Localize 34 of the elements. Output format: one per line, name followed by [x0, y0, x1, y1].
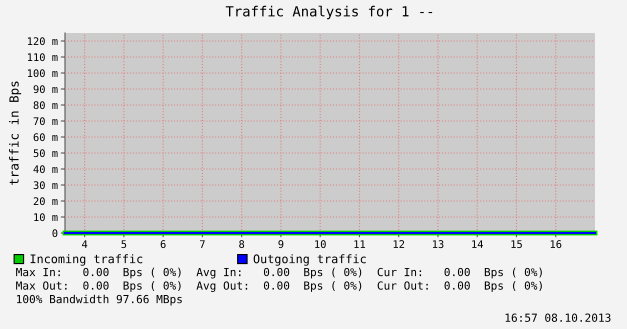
y-axis-title: traffic in Bps: [9, 82, 22, 185]
text: 16:57 08.10.2013: [506, 314, 610, 322]
y-tick-label: 80 m: [34, 101, 58, 110]
x-tick-label: 15: [511, 240, 522, 248]
x-tick-label: 4: [82, 240, 88, 248]
x-tick-label: 14: [472, 240, 483, 248]
y-tick-label: 10 m: [34, 213, 58, 222]
y-tick-label: 20 m: [34, 197, 58, 206]
x-tick-label: 10: [315, 240, 326, 248]
y-tick-label: 90 m: [34, 85, 58, 94]
y-tick-label: 100 m: [28, 69, 58, 78]
text: 100% Bandwidth 97.66 MBps: [17, 294, 182, 306]
x-tick-label: 6: [160, 240, 166, 248]
x-tick-label: 11: [354, 240, 366, 248]
legend-label: Incoming traffic: [30, 254, 142, 266]
text: Max Out: 0.00 Bps ( 0%) Avg Out: 0.00 Bps ( 0%) Cur Out: 0.00 Bps ( 0%): [16, 281, 542, 292]
x-tick-label: 7: [200, 240, 205, 248]
chart-title: Traffic Analysis for 1 --: [226, 6, 432, 20]
y-tick-label: 70 m: [34, 117, 58, 126]
legend-label: Outgoing traffic: [254, 254, 366, 266]
x-tick-label: 8: [239, 240, 244, 248]
y-tick-label: 120 m: [28, 37, 58, 46]
y-tick-label: 110 m: [28, 53, 58, 62]
x-tick-label: 12: [394, 240, 404, 248]
y-tick-label: 0: [52, 229, 58, 238]
text: Max In: 0.00 Bps ( 0%) Avg In: 0.00 Bps ( 0%) Cur In: 0.00 Bps ( 0%): [16, 268, 542, 278]
y-tick-label: 40 m: [33, 165, 58, 174]
x-tick-label: 16: [550, 240, 562, 248]
y-tick-label: 30 m: [34, 181, 58, 190]
x-tick-label: 9: [278, 240, 284, 248]
x-tick-label: 5: [121, 240, 126, 248]
y-tick-label: 60 m: [34, 133, 58, 142]
x-tick-label: 13: [432, 240, 444, 248]
y-tick-label: 50 m: [34, 149, 58, 158]
